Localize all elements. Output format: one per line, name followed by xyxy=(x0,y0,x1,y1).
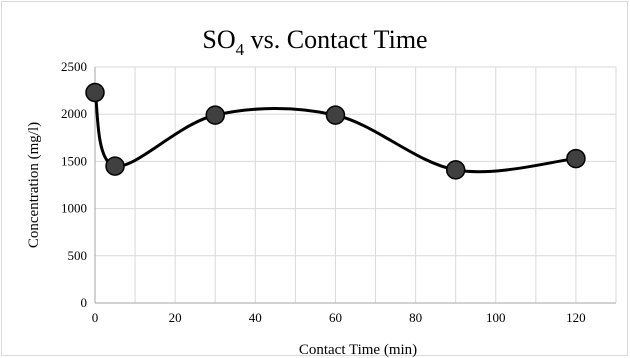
chart-title-subscript: 4 xyxy=(236,40,245,59)
x-tick-label: 100 xyxy=(486,310,506,325)
series-group xyxy=(85,82,586,180)
vertical-gridlines xyxy=(134,67,617,303)
y-tick-label: 2500 xyxy=(61,59,87,74)
x-tick-label: 20 xyxy=(169,310,182,325)
data-point xyxy=(325,105,346,125)
chart-title: SO4 vs. Contact Time xyxy=(202,25,427,59)
chart-title-main: SO xyxy=(202,25,235,54)
x-tick-label: 40 xyxy=(249,310,262,325)
x-axis-title: Contact Time (min) xyxy=(299,342,417,358)
axes xyxy=(94,67,616,304)
y-tick-label: 1000 xyxy=(61,201,87,216)
x-tick-labels: 0 20 40 60 80 100 120 xyxy=(92,310,586,325)
data-point xyxy=(205,105,225,125)
horizontal-gridlines xyxy=(95,66,616,257)
x-tick-label: 0 xyxy=(92,310,99,325)
y-tick-label: 500 xyxy=(68,248,88,263)
chart-title-rest: vs. Contact Time xyxy=(244,25,427,54)
y-axis-title: Concentration (mg/l) xyxy=(26,122,42,248)
y-tick-label: 2000 xyxy=(61,106,87,121)
x-tick-label: 80 xyxy=(409,310,422,325)
data-point xyxy=(105,156,125,176)
y-tick-label: 1500 xyxy=(61,153,87,168)
y-tick-labels: 0 500 1000 1500 2000 2500 xyxy=(61,59,87,310)
data-point xyxy=(445,160,466,180)
data-point xyxy=(85,82,105,103)
data-point xyxy=(566,148,586,169)
y-tick-label: 0 xyxy=(81,295,88,310)
x-tick-label: 60 xyxy=(329,310,342,325)
x-tick-label: 120 xyxy=(566,310,586,325)
